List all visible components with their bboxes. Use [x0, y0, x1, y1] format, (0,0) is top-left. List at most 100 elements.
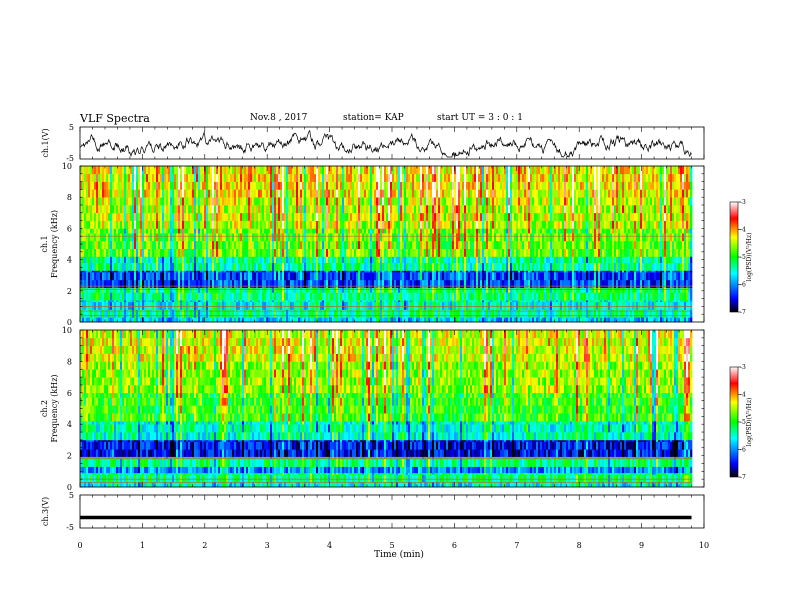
spectrogram-cell: [478, 228, 481, 234]
spectrogram-cell: [408, 272, 411, 281]
spectrogram-cell: [398, 166, 401, 175]
spectrogram-cell: [480, 317, 483, 323]
spectrogram-cell: [184, 233, 187, 242]
spectrogram-cell: [350, 309, 353, 318]
spectrogram-cell: [192, 272, 195, 281]
spectrogram-cell: [192, 292, 195, 301]
spectrogram-cell: [344, 212, 347, 221]
spectrogram-cell: [152, 256, 155, 264]
spectrogram-cell: [204, 301, 207, 310]
spectrogram-cell: [326, 228, 329, 234]
spectrogram-cell: [384, 173, 387, 182]
spectrogram-cell: [460, 205, 463, 214]
spectrogram-cell: [476, 262, 479, 271]
spectrogram-cell: [182, 228, 185, 234]
spectrogram-cell: [400, 240, 403, 249]
spectrogram-cell: [92, 173, 95, 182]
spectrogram-cell: [380, 212, 383, 221]
spectrogram-cell: [368, 212, 371, 221]
spectrogram-cell: [82, 181, 85, 190]
spectrogram-cell: [122, 301, 125, 310]
spectrogram-cell: [348, 233, 351, 242]
spectrogram-cell: [194, 205, 197, 214]
spectrogram-cell: [212, 212, 215, 221]
spectrogram-cell: [224, 248, 227, 257]
spectrogram-cell: [388, 256, 391, 264]
spectrogram-cell: [418, 300, 421, 303]
spectrogram-cell: [416, 256, 419, 264]
spectrogram-cell: [224, 181, 227, 190]
spectrogram-cell: [428, 287, 431, 293]
spectrogram-cell: [232, 212, 235, 221]
spectrogram-cell: [416, 287, 419, 293]
spectrogram-cell: [226, 166, 229, 175]
spectrogram-cell: [212, 270, 215, 273]
spectrogram-cell: [392, 256, 395, 264]
spectrogram-cell: [428, 220, 431, 229]
spectrogram-cell: [206, 248, 209, 257]
spectrogram-cell: [110, 248, 113, 257]
spectrogram-cell: [392, 262, 395, 271]
spectrogram-cell: [270, 272, 273, 281]
spectrogram-cell: [208, 240, 211, 249]
spectrogram-cell: [282, 220, 285, 229]
spectrogram-cell: [468, 287, 471, 293]
spectrogram-cell: [142, 309, 145, 318]
spectrogram-cell: [146, 212, 149, 221]
spectrogram-cell: [356, 300, 359, 303]
spectrogram-cell: [80, 317, 83, 323]
spectrogram-cell: [330, 262, 333, 271]
spectrogram-cell: [362, 256, 365, 264]
spectrogram-cell: [152, 240, 155, 249]
spectrogram-cell: [428, 279, 431, 288]
spectrogram-cell: [172, 300, 175, 303]
spectrogram-cell: [144, 181, 147, 190]
spectrogram-cell: [80, 220, 83, 229]
spectrogram-cell: [132, 212, 135, 221]
spectrogram-cell: [452, 233, 455, 242]
spectrogram-cell: [398, 189, 401, 198]
spectrogram-cell: [336, 300, 339, 303]
spectrogram-cell: [142, 272, 145, 281]
spectrogram-cell: [162, 205, 165, 214]
spectrogram-cell: [284, 292, 287, 301]
spectrogram-cell: [320, 220, 323, 229]
spectrogram-cell: [206, 300, 209, 303]
spectrogram-cell: [302, 256, 305, 264]
spectrogram-cell: [488, 300, 491, 303]
spectrogram-cell: [96, 189, 99, 198]
spectrogram-cell: [308, 205, 311, 214]
spectrogram-cell: [266, 181, 269, 190]
spectrogram-cell: [286, 301, 289, 310]
spectrogram-cell: [404, 181, 407, 190]
spectrogram-cell: [494, 317, 497, 323]
spectrogram-cell: [394, 301, 397, 310]
spectrogram-cell: [170, 279, 173, 288]
spectrogram-cell: [86, 317, 89, 323]
spectrogram-cell: [378, 300, 381, 303]
spectrogram-cell: [452, 301, 455, 310]
spectrogram-cell: [132, 279, 135, 288]
spectrogram-cell: [222, 197, 225, 206]
spectrogram-cell: [268, 272, 271, 281]
spectrogram-cell: [304, 279, 307, 288]
spectrogram-cell: [232, 272, 235, 281]
spectrogram-cell: [206, 301, 209, 310]
spectrogram-cell: [270, 205, 273, 214]
spectrogram-cell: [420, 212, 423, 221]
spectrogram-cell: [466, 279, 469, 288]
spectrogram-cell: [404, 197, 407, 206]
spectrogram-cell: [210, 197, 213, 206]
spectrogram-cell: [292, 220, 295, 229]
spectrogram-cell: [318, 166, 321, 175]
spectrogram-cell: [396, 287, 399, 293]
spectrogram-cell: [252, 279, 255, 288]
spectrogram-cell: [258, 256, 261, 264]
spectrogram-cell: [294, 272, 297, 281]
spectrogram-cell: [332, 220, 335, 229]
spectrogram-cell: [90, 197, 93, 206]
spectrogram-cell: [422, 228, 425, 234]
spectrogram-cell: [84, 212, 87, 221]
spectrogram-cell: [326, 189, 329, 198]
spectrogram-cell: [398, 279, 401, 288]
